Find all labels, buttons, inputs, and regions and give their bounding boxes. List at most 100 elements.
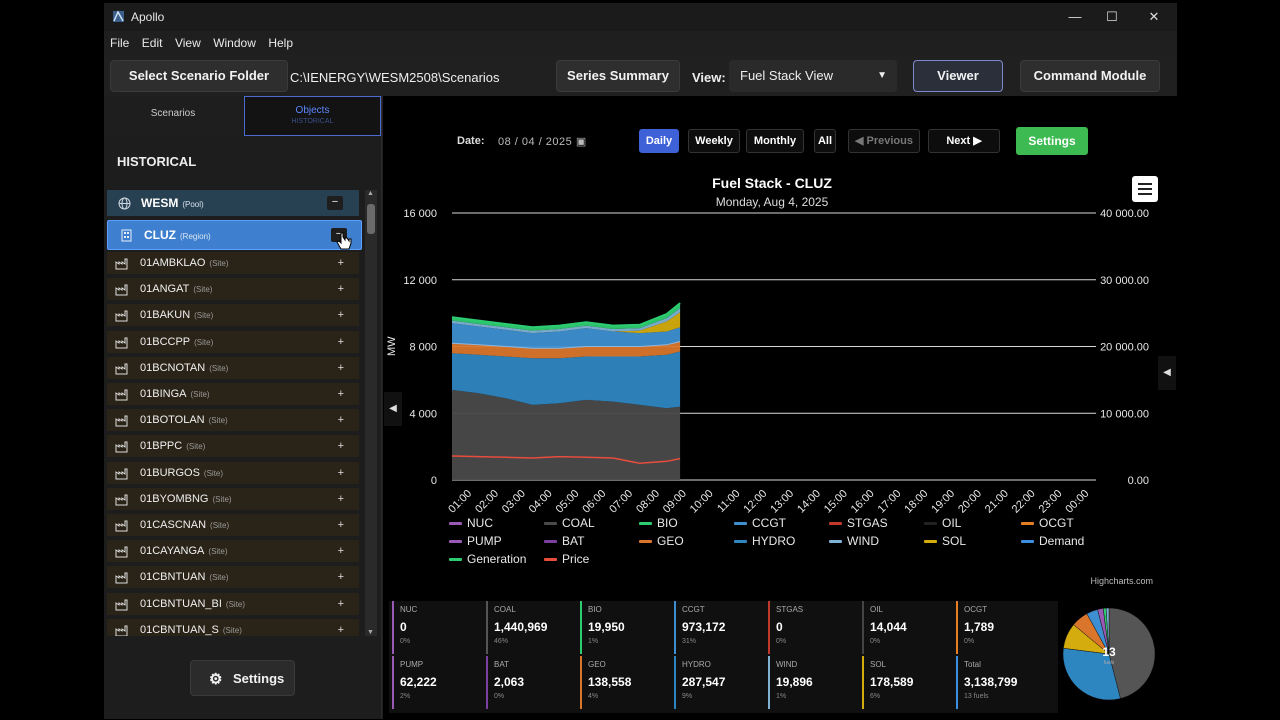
expand-site-button[interactable]: + [337,309,344,322]
x-tick-label: 10:00 [688,488,716,516]
tree-item-site[interactable]: 01CBNTUAN (Site) + [107,566,359,591]
scroll-down-icon[interactable]: ▼ [367,629,374,636]
legend-label: BIO [657,516,678,530]
summary-cell: PUMP 62,222 2% [392,656,486,709]
expand-site-button[interactable]: + [337,283,344,296]
expand-site-button[interactable]: + [337,361,344,374]
chart-menu-button[interactable] [1132,176,1158,202]
y-tick-label: 12 000 [403,275,437,287]
summary-percent: 46% [494,638,509,645]
summary-label: BIO [588,605,602,614]
minimize-icon[interactable]: — [1068,9,1082,24]
expand-site-button[interactable]: + [337,492,344,505]
tree-item-site[interactable]: 01AMBKLAO (Site) + [107,252,359,276]
legend-swatch [734,522,747,525]
collapse-wesm-button[interactable]: − [327,196,343,210]
tree-scrollbar[interactable]: ▲ ▼ [365,190,377,636]
chart-settings-button[interactable]: Settings [1016,127,1088,155]
tree-item-site[interactable]: 01ANGAT (Site) + [107,278,359,303]
collapse-left-arrow-icon[interactable]: ◀ [384,392,402,426]
series-summary-button[interactable]: Series Summary [556,60,680,92]
expand-site-button[interactable]: + [337,571,344,584]
legend-swatch [1021,522,1034,525]
expand-site-button[interactable]: + [337,388,344,400]
view-select[interactable]: Fuel Stack View ▼ [729,60,897,92]
pie-center-sub: fuels [1104,660,1115,666]
tab-objects[interactable]: Objects HISTORICAL [244,96,381,136]
tree-item-site[interactable]: 01BCNOTAN (Site) + [107,356,359,381]
site-kind: (Site) [190,390,210,399]
tree-item-site[interactable]: 01BYOMBNG (Site) + [107,487,359,512]
tree-item-site[interactable]: 01BINGA (Site) + [107,383,359,407]
x-tick-label: 16:00 [849,488,877,516]
menu-file[interactable]: File [110,36,130,50]
expand-site-button[interactable]: + [337,257,344,269]
menu-edit[interactable]: Edit [141,36,163,50]
tree-item-site[interactable]: 01BOTOLAN (Site) + [107,409,359,434]
menu-window[interactable]: Window [213,36,256,50]
expand-site-button[interactable]: + [337,335,344,348]
tab-scenarios-label: Scenarios [150,108,196,119]
expand-right-arrow-icon[interactable]: ◀ [1158,356,1176,390]
date-label: Date: [457,135,485,147]
tree-item-site[interactable]: 01BPPC (Site) + [107,435,359,460]
expand-site-button[interactable]: + [337,545,344,558]
summary-cell: CCGT 973,172 31% [674,601,768,654]
tree-item-site[interactable]: 01CBNTUAN_BI (Site) + [107,592,359,617]
select-scenario-folder-button[interactable]: Select Scenario Folder [110,60,288,92]
next-button[interactable]: Next ▶ [928,129,1000,153]
summary-cell: OIL 14,044 0% [862,601,956,654]
hand-cursor-icon [336,232,352,250]
tab-scenarios[interactable]: Scenarios [104,96,242,136]
tree-item-cluz[interactable]: CLUZ (Region) − [107,220,362,250]
monthly-button[interactable]: Monthly [746,129,804,153]
summary-value: 3,138,799 [964,675,1018,689]
legend-swatch [544,540,557,543]
y2-tick-label: 0.00 [1128,475,1149,487]
tree-item-site[interactable]: 01BCCPP (Site) + [107,330,359,355]
tree-item-site[interactable]: 01BAKUN (Site) + [107,304,359,329]
expand-site-button[interactable]: + [337,519,344,531]
legend-swatch [544,558,557,561]
tree-item-site[interactable]: 01CAYANGA (Site) + [107,540,359,565]
y-axis-label: MW [386,336,398,356]
scroll-up-icon[interactable]: ▲ [367,190,374,197]
expand-site-button[interactable]: + [337,597,344,610]
menu-help[interactable]: Help [268,36,294,50]
summary-value: 1,789 [964,620,995,634]
legend-swatch [1021,540,1034,543]
scrollbar-thumb[interactable] [367,204,375,234]
cluz-kind: (Region) [180,232,211,241]
daily-button[interactable]: Daily [639,129,679,153]
previous-button[interactable]: ◀ Previous [848,129,920,153]
tree-item-wesm[interactable]: WESM (Pool) − [107,190,359,216]
y2-tick-label: 40 000.00 [1100,208,1149,220]
y-tick-label: 16 000 [403,208,437,220]
expand-site-button[interactable]: + [337,414,344,427]
tree-item-site[interactable]: 01BURGOS (Site) + [107,461,359,486]
date-input[interactable]: 08 / 04 / 2025 ▣ [498,135,587,148]
maximize-icon[interactable]: ☐ [1106,9,1118,24]
expand-site-button[interactable]: + [337,623,344,636]
menu-view[interactable]: View [174,36,201,50]
legend-label: STGAS [847,516,888,530]
tree-item-site[interactable]: 01CASCNAN (Site) + [107,514,359,538]
close-icon[interactable]: ✕ [1148,9,1160,24]
command-module-button[interactable]: Command Module [1020,60,1160,92]
tree-item-site[interactable]: 01CBNTUAN_S (Site) + [107,618,359,636]
left-settings-button[interactable]: ⚙ Settings [190,660,295,696]
pie-slice [1105,607,1110,655]
summary-percent: 6% [870,693,881,700]
weekly-button[interactable]: Weekly [688,129,740,153]
calendar-icon[interactable]: ▣ [575,136,587,148]
view-label: View: [692,70,726,85]
area-ccgt [452,323,681,349]
viewer-button[interactable]: Viewer [913,60,1003,92]
summary-label: GEO [588,660,606,669]
expand-site-button[interactable]: + [337,440,344,453]
date-value: 08 / 04 / 2025 [498,136,573,148]
summary-value: 62,222 [400,675,437,689]
all-button[interactable]: All [814,129,836,153]
expand-site-button[interactable]: + [337,466,344,479]
